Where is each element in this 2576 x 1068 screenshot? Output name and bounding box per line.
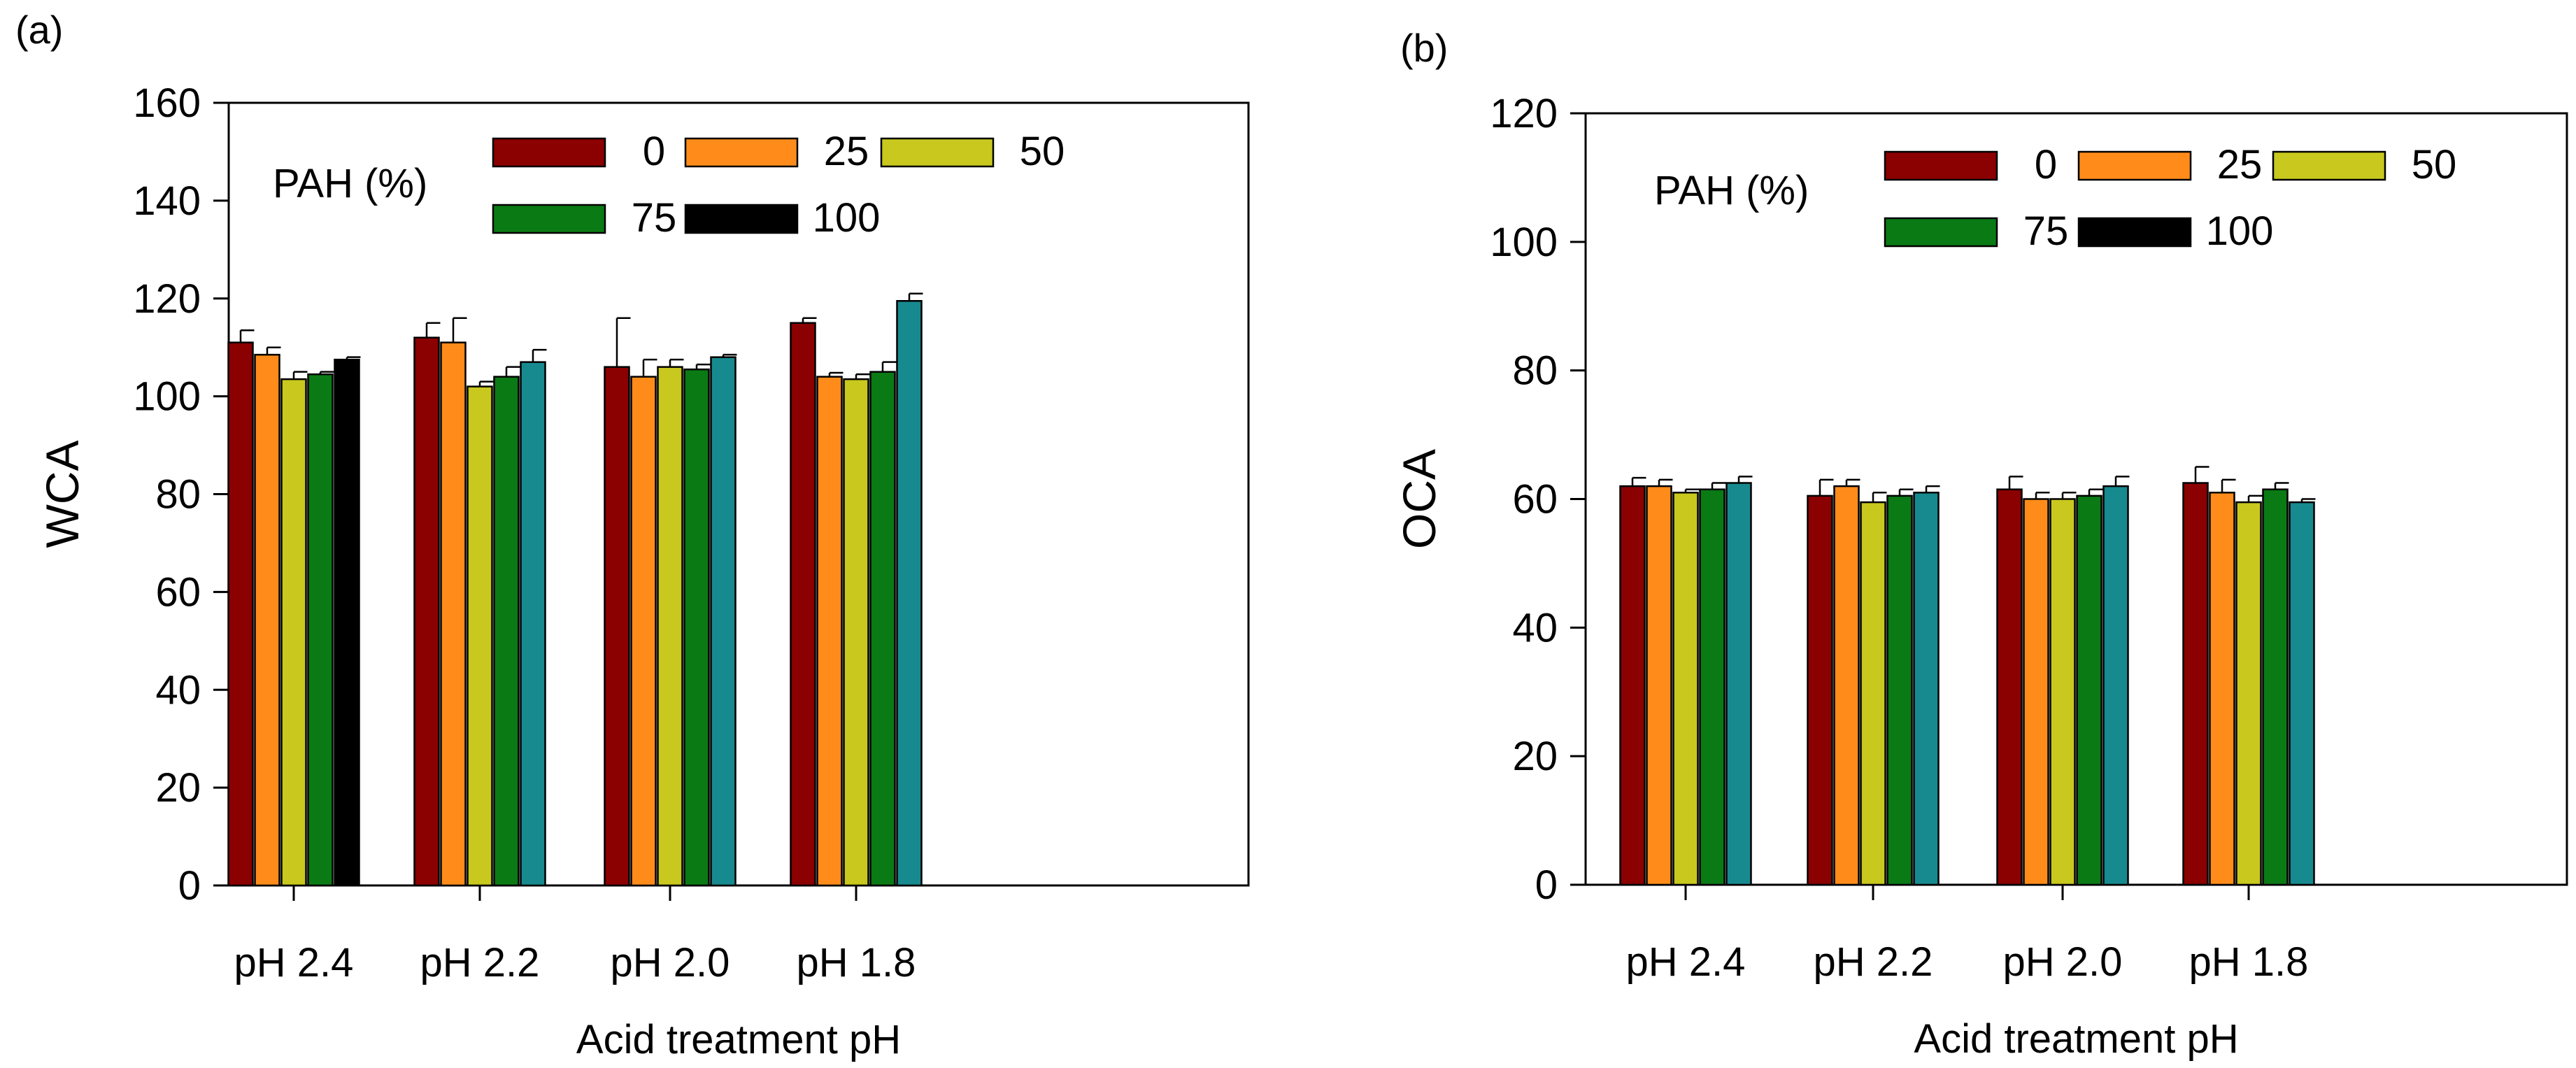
bar-pah-0 xyxy=(790,322,816,887)
bar-pah-50 xyxy=(2235,501,2262,886)
panel-label: (b) xyxy=(1400,26,1448,70)
legend-label-75: 75 xyxy=(632,195,677,241)
bar-pah-0 xyxy=(1807,494,1833,886)
legend-label-25: 25 xyxy=(824,129,869,174)
legend-swatch-75 xyxy=(492,204,606,234)
y-axis-label: OCA xyxy=(1393,449,1445,549)
x-tick-label: pH 2.2 xyxy=(1814,939,1933,985)
x-tick-label: pH 2.0 xyxy=(2003,939,2123,985)
bar-pah-75 xyxy=(307,373,334,887)
panel-label: (a) xyxy=(15,8,63,52)
y-tick-label: 40 xyxy=(155,667,201,713)
legend-swatch-100 xyxy=(2077,217,2192,248)
bar-pah-50 xyxy=(280,378,307,887)
bar-pah-0 xyxy=(413,336,440,887)
bar-pah-75 xyxy=(683,368,710,887)
chart-panel-b: (b) 0 20 40 60 80 100 120 OCA pH 2.4 pH 2.2 pH 2.0 p… xyxy=(1393,26,2568,1062)
bar-extra xyxy=(1725,482,1752,886)
y-axis-label: WCA xyxy=(36,441,88,548)
y-tick-label: 40 xyxy=(1512,605,1558,650)
bar-pah-75 xyxy=(493,376,520,887)
bar-extra xyxy=(520,361,546,887)
y-tick-label: 100 xyxy=(133,374,201,420)
bar-pah-0 xyxy=(1996,488,2023,886)
x-tick-label: pH 2.4 xyxy=(234,940,354,985)
legend: PAH (%) 0 25 50 75 100 xyxy=(1654,142,2456,254)
legend-swatch-75 xyxy=(1884,217,1998,248)
y-tick-label: 20 xyxy=(1512,734,1558,779)
legend-title: PAH (%) xyxy=(1654,168,1809,213)
bar-pah-25 xyxy=(2023,498,2049,886)
x-axis-label: Acid treatment pH xyxy=(576,1017,901,1062)
x-tick-label: pH 2.4 xyxy=(1626,939,1746,985)
x-tick-label: pH 2.2 xyxy=(420,940,540,985)
legend-title: PAH (%) xyxy=(273,161,427,206)
y-tick-label: 60 xyxy=(155,569,201,615)
bar-extra xyxy=(1913,492,1940,886)
legend-swatch-50 xyxy=(880,137,995,168)
bar-pah-0 xyxy=(604,366,630,887)
y-tick-label: 80 xyxy=(155,472,201,518)
y-tick-label: 20 xyxy=(155,765,201,811)
bar-pah-25 xyxy=(816,376,843,887)
legend-swatch-100 xyxy=(684,204,799,234)
y-tick-label: 80 xyxy=(1512,348,1558,394)
y-tick-label: 140 xyxy=(133,178,201,224)
bar-pah-50 xyxy=(2049,498,2076,886)
y-tick-label: 60 xyxy=(1512,477,1558,522)
legend-label-100: 100 xyxy=(813,195,881,241)
bar-extra xyxy=(2102,485,2129,886)
bar-pah-0 xyxy=(227,341,254,887)
bar-pah-100 xyxy=(334,358,360,887)
bar-extra xyxy=(2289,501,2315,886)
y-tick-label: 120 xyxy=(1490,91,1558,136)
legend-label-75: 75 xyxy=(2023,208,2069,254)
bar-extra xyxy=(710,356,736,887)
x-axis-label: Acid treatment pH xyxy=(1914,1016,2238,1062)
chart-panel-a: (a) 0 20 40 60 80 100 120 140 160 WCA pH 2.4 pH 2.2 p… xyxy=(15,8,1250,1062)
bar-pah-75 xyxy=(2076,494,2102,886)
bar-extra xyxy=(896,299,923,887)
bar-pah-25 xyxy=(440,341,467,887)
bar-pah-0 xyxy=(2182,482,2209,886)
y-tick-label: 0 xyxy=(1535,862,1558,908)
bar-pah-25 xyxy=(254,353,280,887)
legend-swatch-0 xyxy=(492,137,606,168)
bar-pah-50 xyxy=(1672,492,1699,886)
x-tick-label: pH 2.0 xyxy=(611,940,730,985)
bar-pah-75 xyxy=(869,371,896,887)
bar-pah-25 xyxy=(630,376,657,887)
legend-swatch-25 xyxy=(2077,150,2192,181)
legend-label-50: 50 xyxy=(1020,129,1065,174)
y-tick-label: 160 xyxy=(133,80,201,126)
bar-pah-0 xyxy=(1619,485,1646,886)
bar-pah-25 xyxy=(2209,492,2235,886)
legend-swatch-0 xyxy=(1884,150,1998,181)
bar-pah-75 xyxy=(1886,494,1913,886)
legend-swatch-25 xyxy=(684,137,799,168)
legend-label-100: 100 xyxy=(2206,208,2274,254)
y-tick-label: 120 xyxy=(133,276,201,322)
y-tick-label: 100 xyxy=(1490,220,1558,265)
bar-pah-50 xyxy=(1860,501,1886,886)
bar-pah-50 xyxy=(657,366,683,887)
legend-label-50: 50 xyxy=(2412,142,2457,187)
legend-label-25: 25 xyxy=(2217,142,2263,187)
bar-pah-25 xyxy=(1646,485,1672,886)
legend-label-0: 0 xyxy=(643,129,665,174)
bar-pah-75 xyxy=(2262,488,2289,886)
legend-swatch-50 xyxy=(2272,150,2386,181)
bar-pah-25 xyxy=(1833,485,1860,886)
bar-pah-75 xyxy=(1699,488,1725,886)
y-tick-label: 0 xyxy=(178,863,201,909)
bar-pah-50 xyxy=(843,378,869,887)
x-tick-label: pH 1.8 xyxy=(2189,939,2309,985)
legend-label-0: 0 xyxy=(2035,142,2057,187)
legend: PAH (%) 0 25 50 75 100 xyxy=(273,129,1065,241)
x-tick-label: pH 1.8 xyxy=(797,940,916,985)
bar-pah-50 xyxy=(467,385,493,887)
